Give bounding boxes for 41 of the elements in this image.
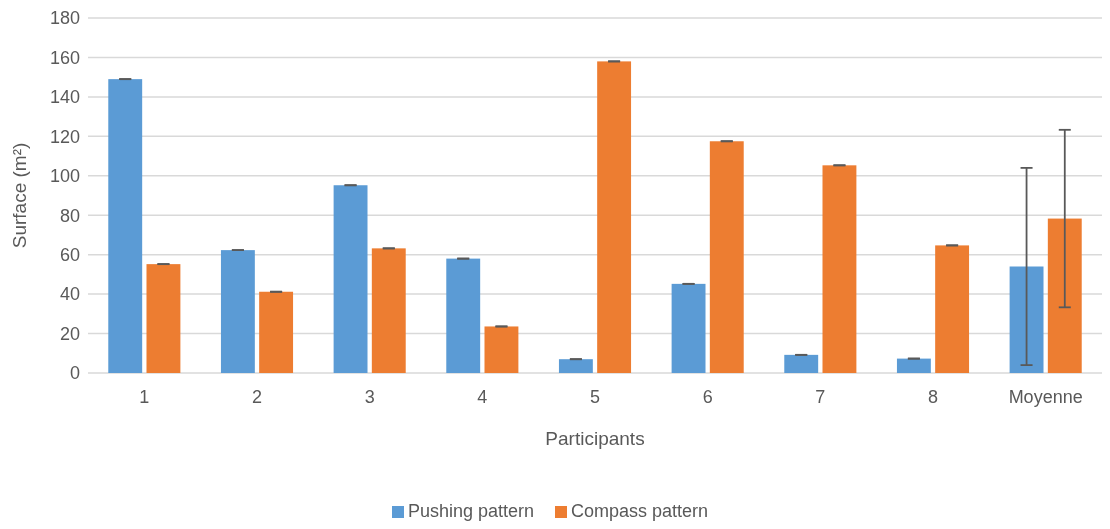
y-tick-label: 100	[49, 166, 80, 187]
bar	[784, 354, 819, 373]
bar	[558, 359, 593, 373]
x-tick-label: 8	[927, 387, 939, 407]
y-tick-label: 80	[59, 205, 80, 226]
y-tick-label: 160	[49, 47, 80, 68]
bar	[371, 248, 406, 373]
x-tick-label: 3	[364, 387, 375, 407]
x-tick-label: 7	[815, 387, 826, 407]
bar	[1047, 218, 1082, 373]
bar	[220, 250, 255, 373]
legend-label: Pushing pattern	[408, 501, 535, 521]
x-tick-label: 1	[139, 387, 150, 407]
bar	[484, 326, 519, 373]
y-tick-label: 20	[59, 323, 80, 344]
bar	[822, 165, 857, 373]
y-tick-label: 180	[49, 8, 80, 29]
bar	[146, 264, 181, 373]
y-tick-label: 60	[59, 244, 80, 265]
bar	[935, 245, 970, 373]
bar	[1009, 266, 1044, 373]
x-tick-label: 4	[477, 387, 488, 407]
bar	[709, 141, 744, 373]
x-tick-label: 6	[702, 387, 713, 407]
bar	[259, 291, 294, 373]
bar	[446, 258, 481, 373]
y-tick-label: 140	[49, 87, 80, 108]
y-axis-title: Surface (m²)	[9, 142, 30, 249]
x-tick-label: 2	[251, 387, 263, 407]
x-tick-label: 5	[589, 387, 601, 407]
y-tick-label: 40	[59, 284, 80, 305]
y-tick-label: 0	[69, 363, 80, 384]
y-tick-label: 120	[49, 126, 80, 147]
x-axis-title: Participants	[545, 428, 645, 449]
bar	[108, 79, 143, 373]
x-tick-label: Moyenne	[1008, 387, 1083, 407]
legend-label: Compass pattern	[571, 501, 709, 521]
bar	[671, 283, 706, 373]
bar	[597, 61, 632, 373]
bar	[333, 185, 368, 373]
bar	[896, 358, 931, 373]
